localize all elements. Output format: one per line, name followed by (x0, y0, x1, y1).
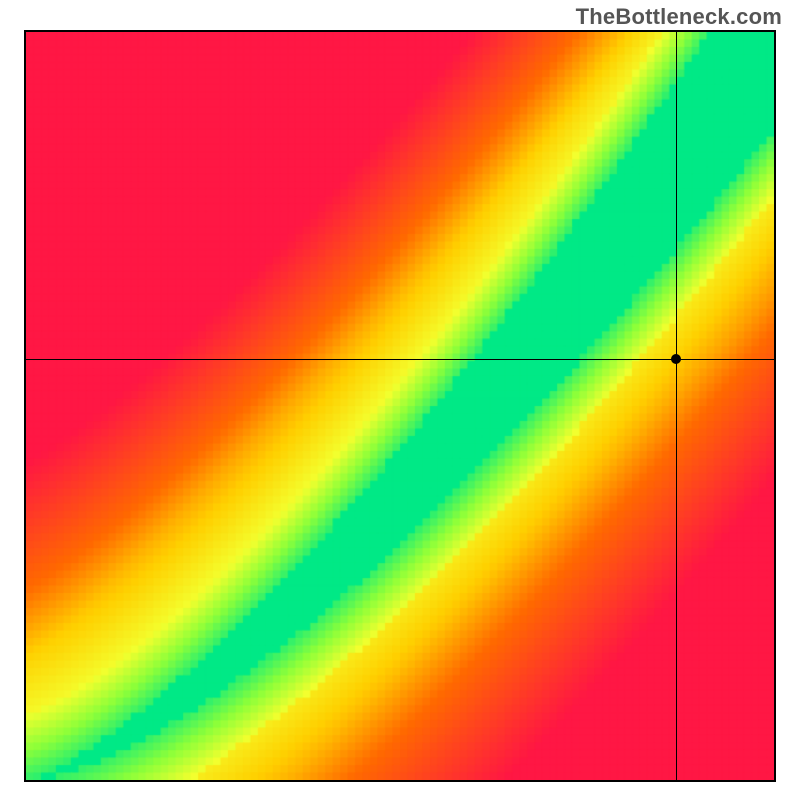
heatmap-canvas (26, 32, 774, 780)
plot-area (24, 30, 776, 782)
crosshair-horizontal (26, 359, 774, 360)
marker-point (671, 354, 681, 364)
watermark-text: TheBottleneck.com (576, 4, 782, 30)
crosshair-vertical (676, 32, 677, 780)
